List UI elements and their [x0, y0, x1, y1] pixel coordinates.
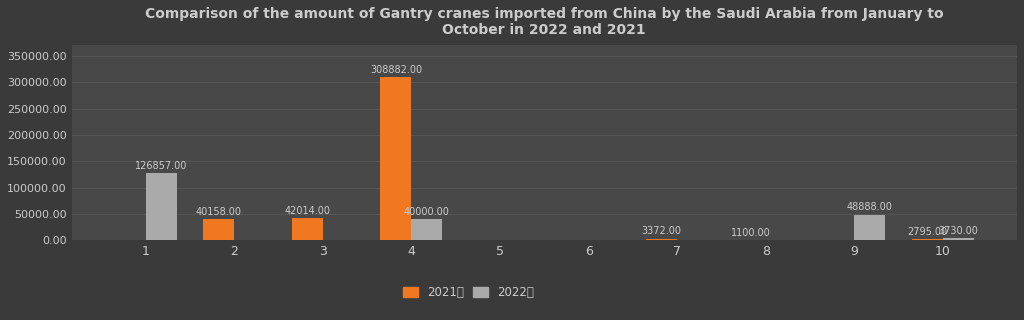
Bar [292, 218, 323, 240]
Text: 3730.00: 3730.00 [939, 226, 979, 236]
Bar [854, 215, 886, 240]
Bar [912, 239, 943, 240]
Text: 42014.00: 42014.00 [285, 205, 331, 216]
Text: 126857.00: 126857.00 [135, 161, 187, 171]
Text: 1100.00: 1100.00 [730, 228, 770, 238]
Title: Comparison of the amount of Gantry cranes imported from China by the Saudi Arabi: Comparison of the amount of Gantry crane… [145, 7, 944, 37]
Text: 48888.00: 48888.00 [847, 202, 893, 212]
Bar [203, 219, 234, 240]
Text: 40158.00: 40158.00 [196, 206, 242, 217]
Text: 308882.00: 308882.00 [370, 65, 422, 75]
Bar [380, 77, 412, 240]
Text: 2795.00: 2795.00 [907, 227, 947, 237]
Bar [943, 238, 974, 240]
Text: 3372.00: 3372.00 [642, 227, 682, 236]
Bar [412, 219, 442, 240]
Legend: 2021年, 2022年: 2021年, 2022年 [398, 281, 539, 304]
Text: 40000.00: 40000.00 [403, 207, 450, 217]
Bar [145, 173, 176, 240]
Bar [646, 239, 677, 240]
